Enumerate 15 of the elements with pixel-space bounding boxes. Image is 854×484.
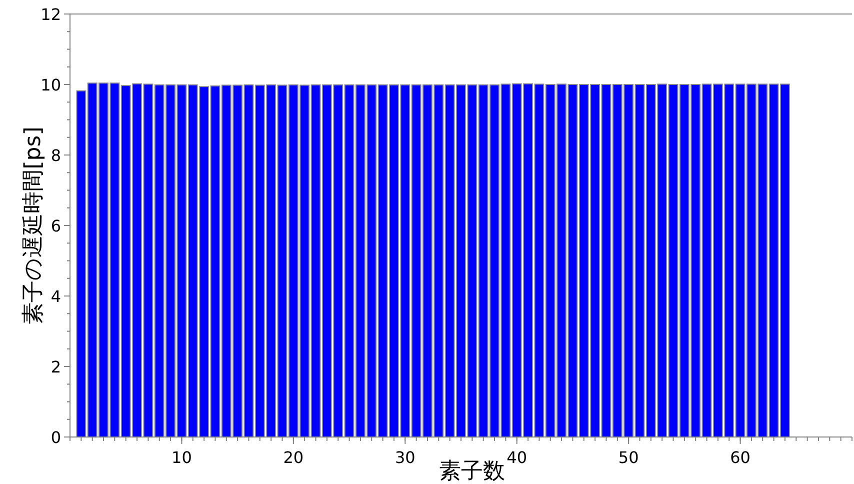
x-tick-label: 50 <box>618 448 639 467</box>
y-tick-label: 10 <box>40 76 61 94</box>
x-tick-label: 20 <box>283 448 304 467</box>
x-tick-label: 60 <box>730 448 750 467</box>
x-axis-title: 素子数 <box>439 459 505 484</box>
y-tick-label: 8 <box>50 146 61 165</box>
y-tick-label: 12 <box>40 5 61 24</box>
x-tick-label: 40 <box>506 448 528 467</box>
y-tick-label: 6 <box>50 216 61 236</box>
y-axis-title: 素子の遅延時間[ps] <box>21 126 46 324</box>
x-tick-label: 30 <box>394 448 416 467</box>
y-tick-label: 0 <box>50 428 61 447</box>
x-tick-label: 10 <box>172 448 192 467</box>
y-tick-label: 4 <box>50 287 61 306</box>
y-tick-label: 2 <box>50 358 61 376</box>
